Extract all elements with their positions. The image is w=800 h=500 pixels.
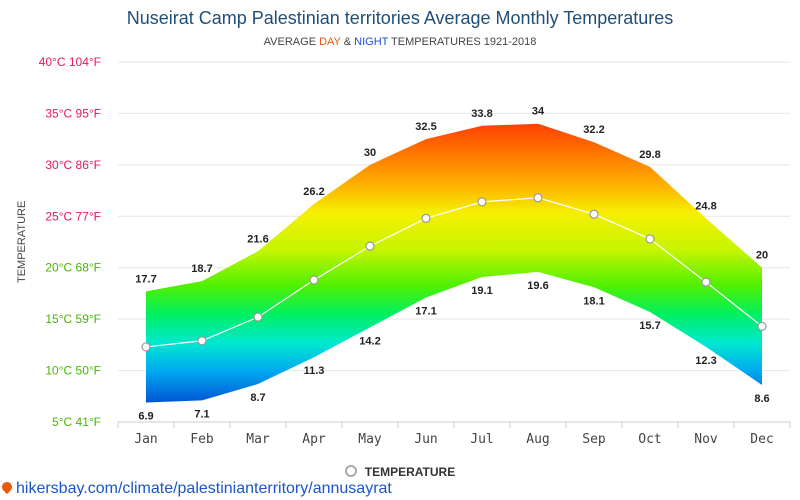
legend-label: TEMPERATURE: [364, 465, 456, 479]
y-tick-label: 25°C 77°F: [45, 209, 101, 223]
x-tick-label: May: [358, 432, 382, 447]
location-pin-icon: [0, 479, 15, 495]
average-line: [145, 197, 763, 348]
x-tick-label: Mar: [246, 432, 270, 447]
day-value-label: 30: [364, 147, 376, 159]
day-value-label: 21.6: [247, 233, 268, 245]
x-tick-label: Sep: [582, 432, 606, 447]
subtitle-night: NIGHT: [354, 36, 389, 48]
y-tick-label: 30°C 86°F: [45, 158, 101, 172]
x-tick-label: Apr: [302, 432, 326, 447]
night-value-label: 8.7: [250, 392, 265, 404]
night-value-label: 8.6: [754, 393, 769, 405]
x-tick-label: Jan: [134, 432, 157, 447]
average-point: [365, 241, 375, 251]
source-link[interactable]: hikersbay.com/climate/palestinianterrito…: [0, 479, 392, 498]
y-tick-label: 5°C 41°F: [52, 415, 101, 429]
night-value-label: 17.1: [415, 306, 436, 318]
x-tick-label: Jun: [414, 432, 437, 447]
y-tick-label: 35°C 95°F: [45, 106, 101, 120]
average-point: [757, 321, 767, 331]
day-value-label: 17.7: [135, 273, 156, 285]
subtitle-day: DAY: [319, 36, 341, 48]
average-point: [197, 336, 207, 346]
day-night-band: [146, 123, 762, 403]
day-value-label: 33.8: [471, 108, 492, 120]
day-value-label: 24.8: [695, 200, 716, 212]
day-value-label: 20: [756, 250, 768, 262]
y-tick-label: 40°C 104°F: [39, 55, 101, 69]
average-point: [589, 209, 599, 219]
day-value-label: 32.2: [583, 124, 604, 136]
average-point: [645, 234, 655, 244]
average-point: [141, 342, 151, 352]
x-tick-label: Feb: [190, 432, 214, 447]
temperature-band: [146, 123, 762, 403]
y-tick-label: 20°C 68°F: [45, 261, 101, 275]
average-point: [309, 275, 319, 285]
average-point: [701, 277, 711, 287]
day-value-label: 32.5: [415, 121, 436, 133]
day-value-label: 18.7: [191, 263, 212, 275]
night-value-label: 15.7: [639, 320, 660, 332]
legend[interactable]: TEMPERATURE: [0, 465, 800, 479]
x-tick-label: Oct: [638, 432, 661, 447]
night-value-label: 6.9: [138, 410, 153, 422]
average-point: [477, 197, 487, 207]
y-axis-label: TEMPERATURE: [16, 200, 28, 283]
data-labels: 17.7 18.7 21.6 26.2 30 32.5 33.8 34 32.2 29.8 24.8…: [135, 106, 769, 423]
average-point: [253, 312, 263, 322]
legend-marker-icon: [344, 465, 357, 477]
chart-subtitle: AVERAGE DAY & NIGHT TEMPERATURES 1921-20…: [263, 36, 537, 48]
x-tick-label: Dec: [750, 432, 773, 447]
day-value-label: 26.2: [303, 186, 324, 198]
night-value-label: 18.1: [583, 295, 604, 307]
y-tick-label: 15°C 59°F: [45, 312, 101, 326]
x-tick-label: Nov: [694, 432, 718, 447]
average-point: [421, 213, 431, 223]
y-axis: 40°C 104°F 35°C 95°F 30°C 86°F 25°C 77°F 20°…: [39, 55, 101, 429]
y-tick-label: 10°C 50°F: [45, 364, 101, 378]
night-value-label: 11.3: [304, 365, 325, 377]
day-value-label: 34: [532, 106, 545, 118]
x-tick-label: Jul: [470, 432, 493, 447]
chart-title: Nuseirat Camp Palestinian territories Av…: [126, 8, 674, 28]
x-tick-label: Aug: [526, 432, 549, 447]
night-value-label: 19.6: [527, 280, 548, 292]
night-value-label: 7.1: [194, 408, 209, 420]
night-value-label: 14.2: [359, 335, 380, 347]
night-value-label: 19.1: [471, 285, 492, 297]
average-point: [533, 193, 543, 203]
day-value-label: 29.8: [639, 149, 660, 161]
average-temperature-line: [141, 193, 767, 352]
night-value-label: 12.3: [695, 355, 716, 367]
x-axis: Jan Feb Mar Apr May Jun Jul Aug Sep Oct Nov Dec: [117, 422, 791, 447]
